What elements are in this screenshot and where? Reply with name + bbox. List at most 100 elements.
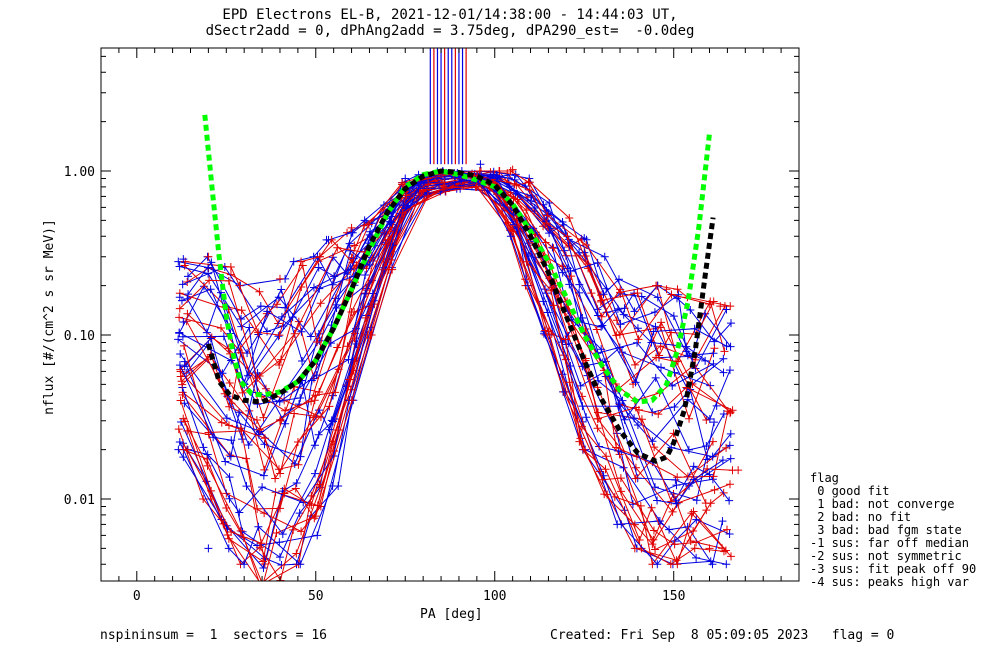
data-point-marker: [575, 280, 584, 289]
data-point-marker: [543, 211, 552, 220]
data-point-marker: [387, 255, 396, 264]
data-point-marker: [207, 258, 216, 267]
data-point-marker: [597, 296, 606, 305]
data-point-marker: [541, 238, 550, 247]
data-point-marker: [727, 552, 736, 561]
data-point-marker: [612, 443, 621, 452]
data-point-marker: [692, 496, 701, 505]
data-point-marker: [587, 289, 596, 298]
data-point-marker: [594, 414, 603, 423]
data-point-marker: [489, 170, 498, 179]
data-point-marker: [565, 378, 574, 387]
data-point-marker: [667, 497, 676, 506]
data-point-marker: [401, 174, 410, 183]
data-point-marker: [726, 302, 735, 311]
data-point-marker: [600, 490, 609, 499]
data-point-marker: [402, 191, 411, 200]
data-point-marker: [206, 334, 215, 343]
data-point-marker: [312, 337, 321, 346]
data-point-marker: [709, 472, 718, 481]
plot-frame: [100, 47, 800, 582]
y-axis-label: nflux [#/(cm^2 s sr MeV)]: [42, 219, 57, 415]
data-point-marker: [682, 347, 691, 356]
data-point-marker: [360, 221, 369, 230]
data-point-marker: [649, 526, 658, 535]
data-point-marker: [582, 413, 591, 422]
data-point-marker: [242, 482, 251, 491]
x-tick-label: 150: [662, 589, 685, 604]
data-point-marker: [653, 560, 662, 569]
data-point-marker: [182, 317, 191, 326]
data-point-marker: [398, 178, 407, 187]
flag-legend-item: -3 sus: fit peak off 90: [810, 562, 977, 576]
data-point-marker: [578, 402, 587, 411]
data-point-marker: [599, 290, 608, 299]
data-point-marker: [617, 520, 626, 529]
data-point-marker: [545, 198, 554, 207]
y-tick-label: 0.10: [64, 329, 95, 344]
data-point-marker: [203, 461, 212, 470]
data-point-marker: [275, 360, 284, 369]
x-tick-label: 50: [308, 589, 324, 604]
data-trace: [179, 179, 724, 536]
data-point-marker: [238, 388, 247, 397]
data-point-marker: [692, 515, 701, 524]
data-point-marker: [683, 351, 692, 360]
data-point-marker: [322, 235, 331, 244]
data-point-marker: [256, 302, 265, 311]
data-point-marker: [221, 457, 230, 466]
data-point-marker: [522, 206, 531, 215]
data-point-marker: [294, 460, 303, 469]
data-point-marker: [175, 328, 184, 337]
data-point-marker: [650, 443, 659, 452]
data-point-marker: [327, 416, 336, 425]
data-trace: [179, 173, 710, 380]
data-point-marker: [723, 407, 732, 416]
data-trace: [179, 172, 727, 384]
data-point-marker: [204, 544, 213, 553]
data-point-marker: [566, 267, 575, 276]
data-point-marker: [277, 312, 286, 321]
data-point-marker: [710, 418, 719, 427]
data-point-marker: [668, 381, 677, 390]
data-point-marker: [598, 475, 607, 484]
data-point-marker: [174, 257, 183, 266]
data-point-marker: [649, 327, 658, 336]
data-point-marker: [705, 470, 714, 479]
data-point-marker: [593, 258, 602, 267]
data-point-marker: [183, 272, 192, 281]
data-point-marker: [708, 560, 717, 569]
data-point-marker: [631, 474, 640, 483]
data-point-marker: [656, 363, 665, 372]
flag-legend-item: -2 sus: not symmetric: [810, 549, 962, 563]
data-point-marker: [253, 374, 262, 383]
data-point-marker: [260, 465, 269, 474]
data-point-marker: [667, 290, 676, 299]
data-point-marker: [227, 356, 236, 365]
data-point-marker: [440, 183, 449, 192]
data-point-marker: [597, 322, 606, 331]
data-point-marker: [297, 257, 306, 266]
data-point-marker: [227, 527, 236, 536]
fit-curves: [202, 114, 716, 464]
data-point-marker: [434, 180, 443, 189]
data-point-marker: [255, 287, 264, 296]
data-point-marker: [692, 538, 701, 547]
data-point-marker: [524, 178, 533, 187]
data-point-marker: [708, 437, 717, 446]
data-point-marker: [424, 180, 433, 189]
data-point-marker: [361, 313, 370, 322]
data-point-marker: [259, 580, 261, 581]
data-point-marker: [633, 289, 642, 298]
data-point-marker: [177, 377, 186, 386]
data-point-marker: [272, 528, 281, 537]
data-point-marker: [272, 300, 281, 309]
chart-title-line2: dSectr2add = 0, dPhAng2add = 3.75deg, dP…: [205, 23, 695, 39]
data-point-marker: [670, 540, 679, 549]
data-point-marker: [565, 213, 574, 222]
data-point-marker: [631, 378, 640, 387]
footer-left: nspininsum = 1 sectors = 16: [100, 628, 327, 643]
data-point-marker: [672, 499, 681, 508]
flag-legend-item: -4 sus: peaks high var: [810, 575, 969, 589]
